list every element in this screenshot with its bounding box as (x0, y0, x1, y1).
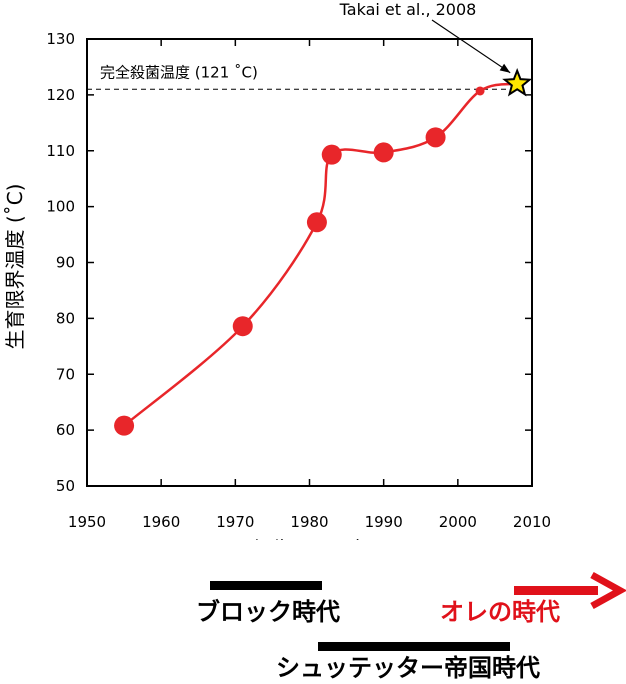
annotation-label: Takai et al., 2008 (339, 0, 477, 19)
y-tick-label: 70 (56, 365, 75, 383)
data-point (475, 86, 485, 96)
ore-era-label: オレの時代 (440, 598, 560, 626)
y-tick-label: 100 (46, 198, 75, 216)
y-tick-label: 50 (56, 477, 75, 495)
data-point (306, 212, 327, 233)
x-tick-label: 2000 (439, 513, 477, 531)
shuttetter-era-label: シュッテッター帝国時代 (276, 654, 540, 682)
y-tick-label: 80 (56, 309, 75, 327)
annotation-arrowhead (499, 63, 511, 73)
chart: 完全殺菌温度 (121 ˚C) Takai et al., 2008 1950 19… (3, 0, 551, 540)
annotation-arrow (431, 19, 511, 74)
data-point (373, 142, 394, 163)
x-tick-label: 1990 (365, 513, 403, 531)
x-axis-label: 報告された年 (252, 537, 372, 540)
data-point (321, 144, 342, 165)
data-point (232, 316, 253, 337)
y-tick-label: 90 (56, 254, 75, 272)
x-tick-label: 1960 (142, 513, 180, 531)
star-marker (502, 67, 533, 97)
series-line (123, 82, 518, 427)
ore-era-arrow (514, 571, 626, 610)
data-point (425, 127, 446, 148)
block-era-bar (210, 581, 322, 590)
data-point (114, 415, 135, 436)
y-axis-label: 生育限界温度 (˚C) (3, 184, 27, 350)
y-tick-label: 130 (46, 30, 75, 48)
x-tick-label: 2010 (513, 513, 551, 531)
x-tick-label: 1950 (68, 513, 106, 531)
y-tick-label: 120 (46, 86, 75, 104)
reference-line-label: 完全殺菌温度 (121 ˚C) (100, 63, 258, 81)
block-era-label: ブロック時代 (196, 598, 340, 626)
x-tick-label: 1970 (216, 513, 254, 531)
y-tick-label: 110 (46, 142, 75, 160)
y-tick-label: 60 (56, 421, 75, 439)
shuttetter-era-bar (318, 642, 510, 651)
x-tick-label: 1980 (290, 513, 328, 531)
